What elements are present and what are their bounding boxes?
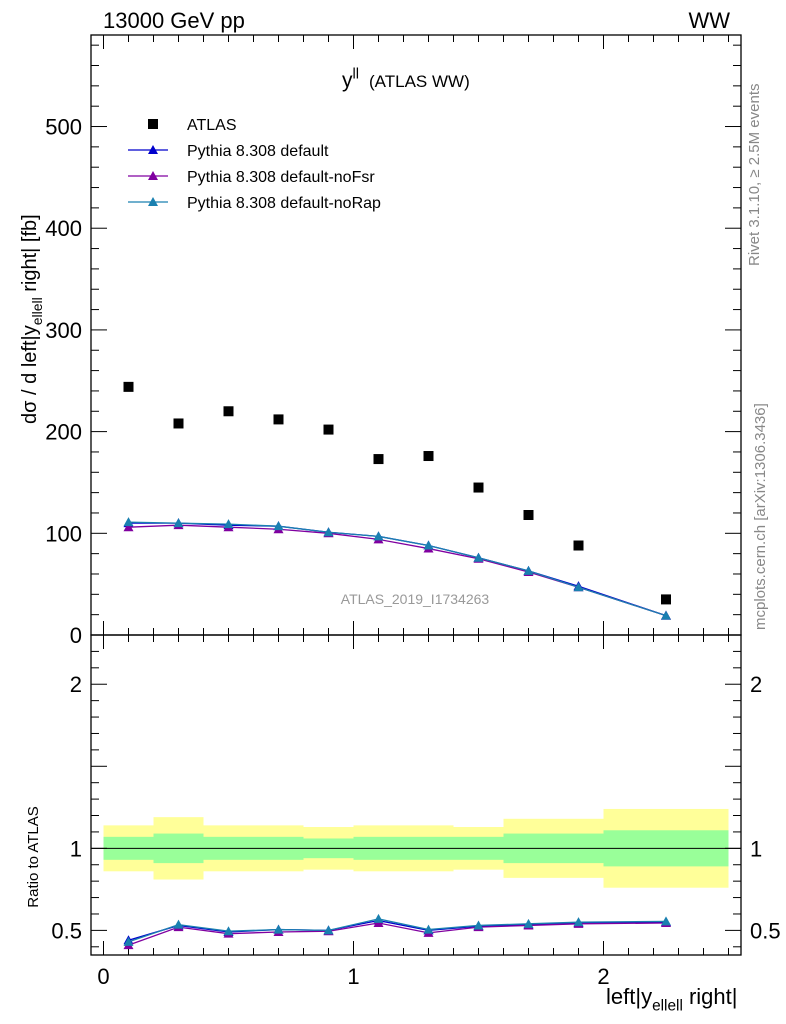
main-y-tick-label: 500 (45, 115, 82, 140)
ratio-plot-frame (90, 634, 742, 956)
legend-label: ATLAS (187, 117, 237, 134)
main-y-tick-label: 200 (45, 420, 82, 445)
main-mc-point (423, 540, 434, 550)
main-mc-point (123, 517, 134, 527)
main-y-tick-label: 400 (45, 216, 82, 241)
x-tick-label: 1 (347, 964, 359, 989)
atlas-data-point (173, 418, 184, 429)
atlas-data-point (473, 482, 484, 493)
legend-marker-mc (148, 197, 158, 206)
ratio-y-tick-label-right: 0.5 (750, 918, 781, 943)
main-mc-point (473, 552, 484, 562)
atlas-data-point (223, 406, 234, 417)
main-mc-point (373, 531, 384, 541)
main-mc-point (573, 582, 584, 592)
chart-title-symbol: yll (342, 67, 359, 92)
analysis-watermark: ATLAS_2019_I1734263 (341, 591, 490, 607)
legend-label: Pythia 8.308 default-noFsr (187, 169, 375, 186)
ratio-mc-point (373, 913, 384, 923)
atlas-data-point (523, 510, 534, 520)
ratio-y-tick-label-left: 1 (70, 836, 82, 861)
atlas-data-point (123, 381, 134, 392)
main-y-tick-label: 0 (70, 623, 82, 648)
atlas-data-point (661, 594, 671, 605)
main-mc-point (323, 527, 334, 537)
main-y-tick-label: 300 (45, 318, 82, 343)
ratio-series-line (128, 918, 667, 943)
ratio-y-tick-label-left: 2 (70, 672, 82, 697)
ratio-mc-point (223, 926, 234, 936)
ratio-y-tick-label-right: 1 (750, 836, 762, 861)
ratio-mc-point (123, 936, 134, 946)
main-mc-point (661, 610, 671, 620)
ratio-series-line (128, 922, 667, 946)
main-y-tick-label: 100 (45, 521, 82, 546)
ratio-mc-point (573, 917, 584, 927)
ratio-mc-point (423, 924, 434, 934)
ratio-mc-point (323, 925, 334, 935)
main-mc-point (123, 522, 134, 532)
atlas-data-point (323, 424, 334, 435)
ratio-y-tick-label-right: 2 (750, 672, 762, 697)
x-axis-label: left|yellell right| (606, 984, 737, 1015)
main-mc-point (273, 521, 284, 531)
legend-marker-mc (148, 145, 158, 154)
legend-label: Pythia 8.308 default (187, 143, 329, 160)
ratio-y-axis-label: Ratio to ATLAS (25, 806, 42, 907)
ratio-y-tick-label-left: 0.5 (51, 918, 82, 943)
main-mc-point (523, 565, 534, 575)
x-tick-label: 2 (597, 964, 609, 989)
header-channel-label: WW (688, 8, 730, 33)
atlas-data-point (373, 454, 384, 465)
ratio-mc-point (523, 918, 534, 928)
chart-title-text: (ATLAS WW) (369, 72, 470, 91)
ratio-mc-point (661, 916, 671, 926)
legend-marker-mc (148, 171, 158, 180)
main-y-axis-label: dσ / d left|yellell right| [fb] (19, 214, 45, 424)
legend-marker-atlas (148, 119, 158, 129)
ratio-mc-point (473, 920, 484, 930)
atlas-data-point (573, 540, 584, 551)
ratio-mc-point (173, 919, 184, 929)
atlas-data-point (423, 451, 434, 462)
main-mc-point (173, 518, 184, 528)
legend-label: Pythia 8.308 default-noRap (187, 195, 381, 212)
x-tick-label: 0 (97, 964, 109, 989)
ratio-mc-point (273, 924, 284, 934)
atlas-data-point (273, 414, 284, 425)
header-process-label: 13000 GeV pp (103, 8, 245, 33)
main-mc-point (223, 519, 234, 529)
